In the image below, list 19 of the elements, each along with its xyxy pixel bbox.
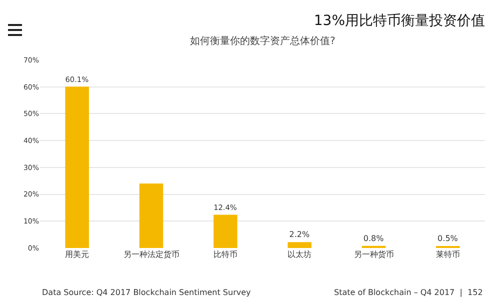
chart-subtitle: 如何衡量你的数字资产总体价值? — [190, 35, 336, 47]
data-label: 2.2% — [289, 230, 310, 240]
data-label: 0.8% — [363, 234, 384, 243]
bar — [288, 242, 312, 248]
data-label: 0.5% — [438, 234, 458, 243]
bar — [214, 214, 238, 248]
x-tick-label: 另一种法定货币 — [123, 250, 180, 259]
x-tick-label: 以太坊 — [288, 250, 312, 259]
data-label: 60.1% — [65, 74, 89, 84]
x-tick-label: 比特币 — [213, 250, 238, 259]
text: State of Blockchain – Q4 2017 | 152 — [334, 288, 483, 297]
bar — [65, 86, 89, 248]
bar — [139, 184, 164, 248]
x-tick-label: 另一种货币 — [354, 250, 394, 259]
source-note: Data Source: Q4 2017 Blockchain Sentiment Survey — [42, 288, 252, 297]
data-label: 12.4% — [214, 202, 237, 212]
x-tick-label: 莱特币 — [436, 250, 460, 259]
x-tick-label: 用美元 — [65, 250, 90, 259]
chart-title: 13%用比特币衡量投资价值 — [314, 12, 485, 29]
